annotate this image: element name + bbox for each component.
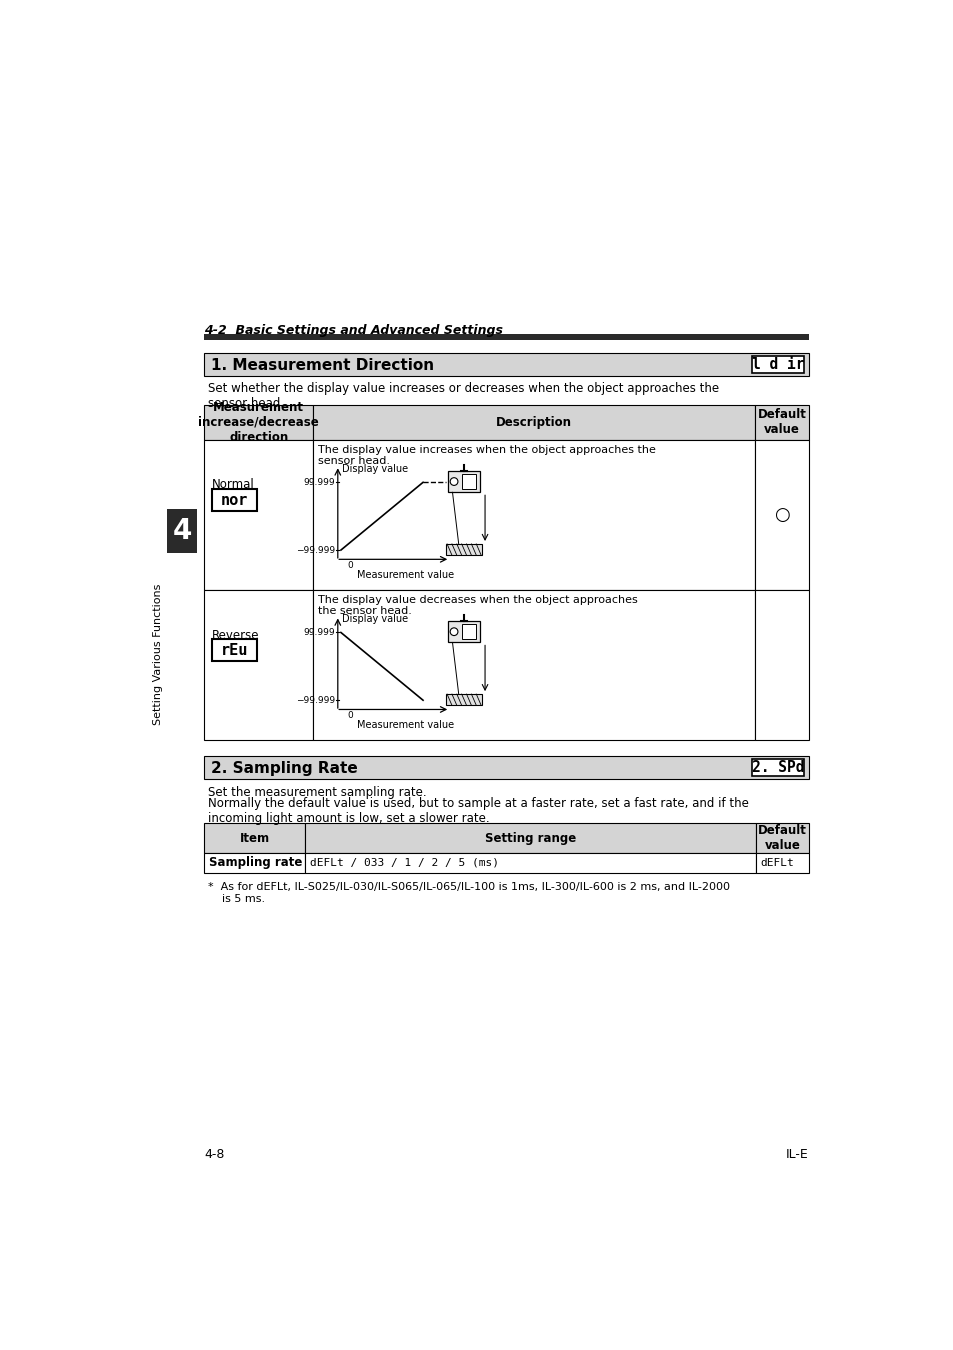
Text: Sampling rate: Sampling rate [209, 856, 302, 869]
Bar [204, 853, 305, 872]
Text: Default
value: Default value [758, 824, 806, 852]
Text: dEFLt / 033 / 1 / 2 / 5 (ms): dEFLt / 033 / 1 / 2 / 5 (ms) [310, 857, 498, 868]
Circle shape [450, 478, 457, 486]
Bar [204, 590, 313, 740]
Bar [212, 489, 257, 510]
Bar [204, 405, 313, 440]
Text: ○: ○ [773, 506, 789, 524]
Text: 2. Sampling Rate: 2. Sampling Rate [211, 761, 357, 776]
Bar [447, 471, 480, 493]
Bar [204, 352, 808, 377]
Text: 0: 0 [347, 560, 353, 570]
Text: Reverse: Reverse [212, 629, 259, 641]
Bar [204, 756, 808, 779]
Bar [461, 474, 476, 489]
Bar [751, 356, 803, 373]
Text: 4: 4 [172, 517, 192, 545]
Bar [313, 440, 754, 590]
Text: 4-8: 4-8 [204, 1148, 225, 1161]
Text: Set the measurement sampling rate.: Set the measurement sampling rate. [208, 787, 426, 799]
Bar [313, 405, 754, 440]
Bar [754, 405, 808, 440]
Text: 2. SPd: 2. SPd [751, 760, 803, 775]
Bar [754, 590, 808, 740]
Text: Item: Item [239, 832, 270, 845]
Text: 1. Measurement Direction: 1. Measurement Direction [211, 358, 434, 374]
Text: *  As for dEFLt, IL-S025/IL-030/IL-S065/IL-065/IL-100 is 1ms, IL-300/IL-600 is 2: * As for dEFLt, IL-S025/IL-030/IL-S065/I… [208, 882, 729, 903]
Text: Setting Various Functions: Setting Various Functions [152, 585, 163, 725]
Text: 99.999: 99.999 [304, 628, 335, 637]
Text: nor: nor [221, 493, 248, 508]
Text: The display value decreases when the object approaches
the sensor head.: The display value decreases when the obj… [317, 595, 637, 617]
Text: −99.999: −99.999 [296, 695, 335, 705]
Text: Display value: Display value [341, 614, 407, 624]
Text: Setting range: Setting range [485, 832, 576, 845]
Bar [167, 509, 196, 554]
Bar [756, 824, 808, 853]
Bar [204, 824, 305, 853]
Bar [447, 621, 480, 643]
Text: IL-E: IL-E [785, 1148, 808, 1161]
Text: Set whether the display value increases or decreases when the object approaches : Set whether the display value increases … [208, 382, 718, 410]
Text: l d ir: l d ir [751, 356, 803, 373]
Bar [756, 853, 808, 872]
Bar [313, 590, 754, 740]
Text: Measurement value: Measurement value [356, 721, 454, 730]
Text: rEu: rEu [221, 643, 248, 657]
Text: Measurement
increase/decrease
direction: Measurement increase/decrease direction [198, 401, 319, 444]
Text: Description: Description [496, 416, 571, 429]
Text: 99.999: 99.999 [304, 478, 335, 487]
Bar [212, 640, 257, 662]
Bar [754, 440, 808, 590]
Text: 4-2  Basic Settings and Advanced Settings: 4-2 Basic Settings and Advanced Settings [204, 324, 503, 336]
Text: Default
value: Default value [757, 408, 805, 436]
Bar [204, 440, 313, 590]
Text: −99.999: −99.999 [296, 545, 335, 555]
Text: Display value: Display value [341, 464, 407, 474]
Bar [204, 335, 808, 340]
Bar [446, 544, 481, 555]
Text: Normally the default value is used, but to sample at a faster rate, set a fast r: Normally the default value is used, but … [208, 798, 748, 825]
Text: The display value increases when the object approaches the
sensor head.: The display value increases when the obj… [317, 444, 655, 466]
Text: Measurement value: Measurement value [356, 570, 454, 580]
Bar [461, 624, 476, 640]
Bar [751, 759, 803, 776]
Text: Normal: Normal [212, 478, 254, 491]
Bar [305, 824, 756, 853]
Bar [305, 853, 756, 872]
Bar [446, 694, 481, 705]
Text: 0: 0 [347, 711, 353, 720]
Text: dEFLt: dEFLt [760, 857, 793, 868]
Circle shape [450, 628, 457, 636]
